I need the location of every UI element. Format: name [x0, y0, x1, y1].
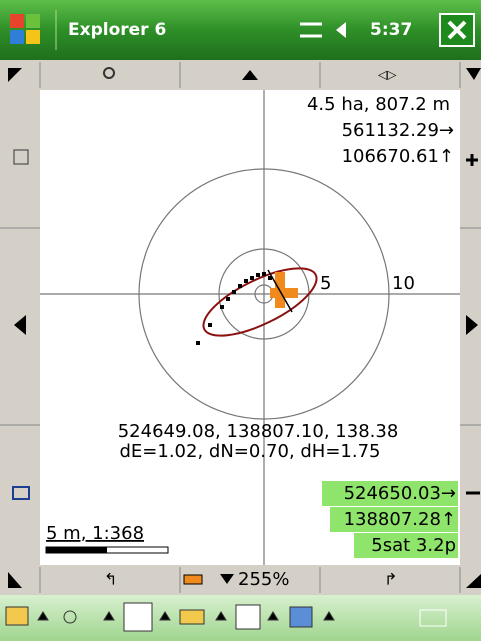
- panel-separators: [0, 227, 481, 426]
- pan-up-button[interactable]: [242, 70, 258, 80]
- corner-button[interactable]: [8, 572, 22, 588]
- position-track: [196, 272, 272, 345]
- table-button[interactable]: [12, 486, 30, 500]
- highlight: [322, 481, 458, 506]
- start-button[interactable]: [10, 14, 40, 44]
- top-toolbar: [0, 60, 481, 90]
- zoom-select-button[interactable]: [103, 67, 115, 79]
- pan-left-button[interactable]: [14, 315, 26, 335]
- toolbar-separators: [39, 567, 461, 593]
- target-rings: [40, 90, 460, 565]
- current-position: [267, 269, 298, 313]
- zoom-menu[interactable]: [220, 574, 234, 584]
- gps-easting: 524650.03→: [344, 483, 456, 504]
- area-info: 4.5 ha, 807.2 m: [307, 94, 450, 115]
- app-title: Explorer 6: [68, 20, 166, 40]
- measure-icon[interactable]: ◁▷: [377, 68, 397, 82]
- corner-button[interactable]: [8, 68, 22, 82]
- recording-indicator: [183, 574, 203, 585]
- forward-button[interactable]: ↱: [384, 570, 397, 589]
- scale-bar: [45, 546, 169, 554]
- layers-button[interactable]: [13, 149, 29, 165]
- close-button[interactable]: [439, 13, 475, 47]
- highlight: [354, 533, 458, 558]
- gps-northing: 138807.28↑: [344, 509, 456, 530]
- ring-label: 5: [320, 273, 331, 294]
- volume-icon[interactable]: [336, 22, 346, 38]
- corner-button[interactable]: [466, 574, 481, 588]
- scale-label: 5 m, 1:368: [46, 523, 144, 544]
- zoom-level: 255%: [238, 569, 289, 590]
- clock: 5:37: [370, 20, 412, 40]
- northing: 106670.61↑: [342, 146, 454, 167]
- ring-label: 10: [392, 273, 415, 294]
- error-ellipse: [202, 267, 318, 337]
- easting: 561132.29→: [342, 120, 454, 141]
- connectivity-icon[interactable]: [300, 22, 322, 38]
- title-bar: [0, 0, 481, 60]
- gps-status: 5sat 3.2p: [371, 535, 456, 556]
- deltas: dE=1.02, dN=0.70, dH=1.75: [119, 441, 380, 462]
- corner-button[interactable]: [466, 68, 481, 80]
- pan-right-button[interactable]: [466, 315, 478, 335]
- highlight: [330, 507, 458, 532]
- bottom-toolbar: [0, 565, 481, 595]
- position: 524649.08, 138807.10, 138.38: [118, 421, 399, 442]
- back-button[interactable]: ↰: [104, 570, 117, 589]
- zoom-in-button[interactable]: [466, 154, 478, 166]
- taskbar-buttons[interactable]: [5, 602, 447, 632]
- toolbar-separators: [39, 62, 461, 88]
